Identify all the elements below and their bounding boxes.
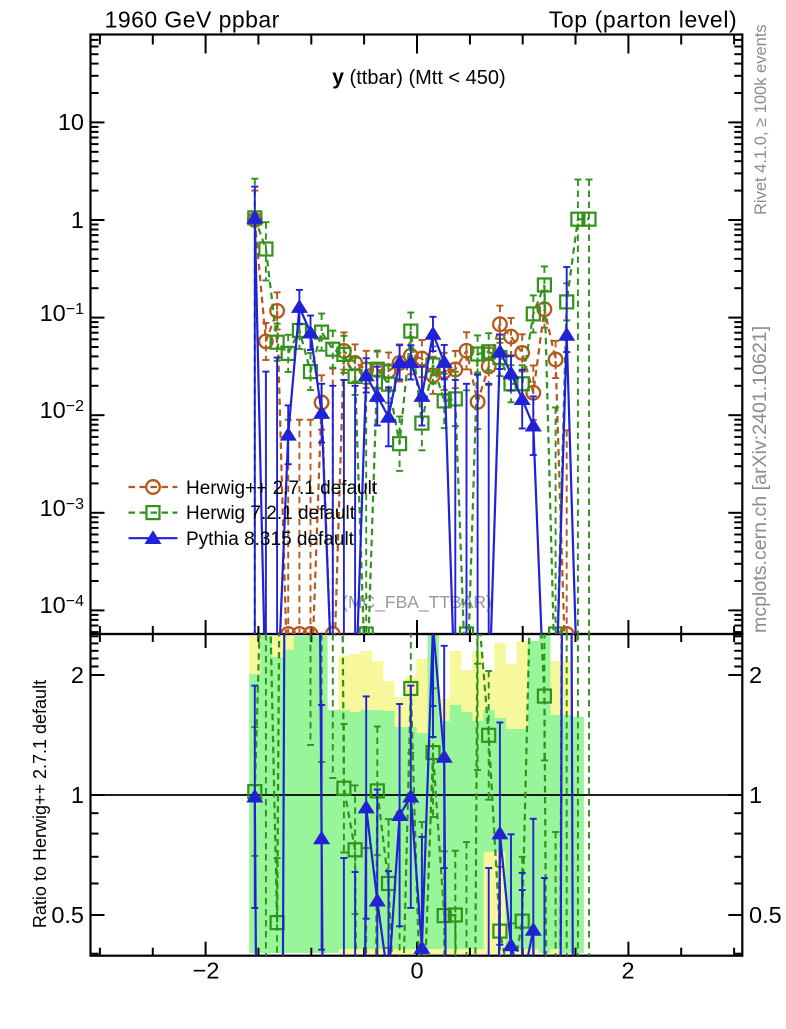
svg-text:Pythia 8.315 default: Pythia 8.315 default (186, 529, 355, 550)
svg-text:1960 GeV ppbar: 1960 GeV ppbar (105, 7, 280, 33)
svg-text:0.5: 0.5 (749, 902, 782, 928)
svg-text:1: 1 (71, 782, 84, 808)
svg-text:Herwig++ 2.7.1 default: Herwig++ 2.7.1 default (186, 478, 378, 499)
svg-text:1: 1 (71, 207, 84, 233)
svg-text:Rivet 4.1.0, ≥ 100k events: Rivet 4.1.0, ≥ 100k events (752, 24, 770, 215)
svg-text:Top (parton level): Top (parton level) (549, 7, 738, 33)
svg-text:1: 1 (749, 782, 762, 808)
svg-text:mcplots.cern.ch [arXiv:2401.10: mcplots.cern.ch [arXiv:2401.10621] (749, 326, 771, 633)
svg-text:y (ttbar) (Mtt < 450): y (ttbar) (Mtt < 450) (332, 66, 505, 89)
svg-text:2: 2 (71, 662, 84, 688)
svg-text:Herwig 7.2.1 default: Herwig 7.2.1 default (186, 503, 356, 524)
svg-text:10: 10 (58, 109, 84, 135)
svg-text:0: 0 (410, 958, 423, 984)
svg-text:2: 2 (749, 662, 762, 688)
svg-text:−2: −2 (193, 958, 220, 984)
svg-text:10−2: 10−2 (40, 397, 84, 423)
svg-text:2: 2 (621, 958, 634, 984)
svg-text:Ratio to Herwig++ 2.7.1 defaul: Ratio to Herwig++ 2.7.1 default (30, 680, 50, 928)
svg-text:0.5: 0.5 (51, 902, 84, 928)
